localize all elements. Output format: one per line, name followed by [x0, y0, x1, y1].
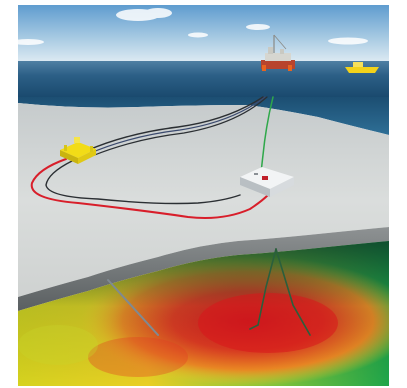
- reservoir: [18, 241, 389, 386]
- flowlines: [30, 96, 274, 219]
- sea-surface: [18, 61, 389, 97]
- subsea-field-illustration: [18, 5, 389, 386]
- seabed-crust: [18, 227, 389, 311]
- subsea-manifold-icon: [60, 137, 96, 164]
- wells: [107, 248, 311, 336]
- offshore-platform-icon: [261, 34, 295, 71]
- water-column: [18, 97, 389, 135]
- seabed: [18, 103, 389, 297]
- subsea-template-icon: [240, 167, 294, 197]
- supply-vessel-icon: [345, 62, 379, 73]
- clouds: [18, 8, 368, 45]
